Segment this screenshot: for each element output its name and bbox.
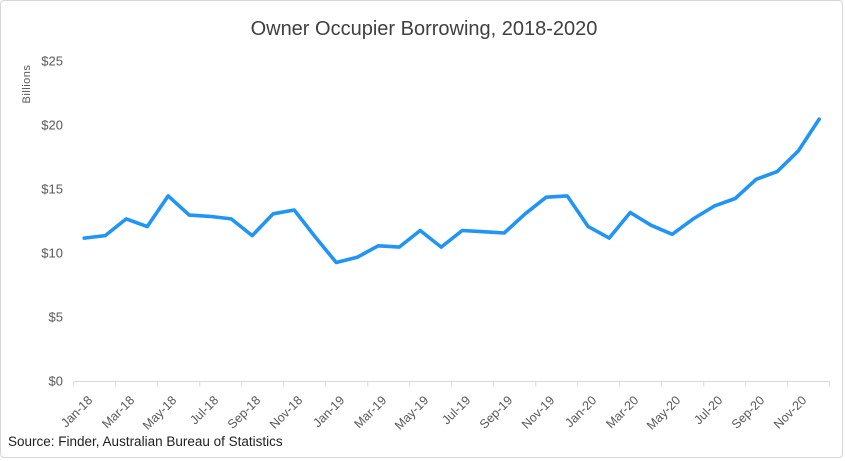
- x-tick-label: Sep-18: [225, 393, 263, 431]
- y-tick-label: $5: [49, 310, 63, 325]
- x-tick-label: Mar-20: [603, 393, 641, 431]
- x-tick-label: Jan-19: [310, 393, 347, 430]
- y-axis-title: Billions: [21, 65, 33, 104]
- x-axis: [73, 381, 831, 387]
- chart-title: Owner Occupier Borrowing, 2018-2020: [251, 18, 598, 40]
- x-tick-label: Jul-19: [439, 393, 473, 427]
- x-tick-label: Jan-18: [58, 393, 95, 430]
- y-tick-label: $20: [41, 118, 63, 133]
- x-tick-label: May-18: [140, 393, 179, 432]
- x-tick-label: Jul-20: [691, 393, 725, 427]
- y-tick-label: $0: [49, 374, 63, 389]
- x-tick-label: Jul-18: [187, 393, 221, 427]
- y-axis-tick-labels: $0 $5 $10 $15 $20 $25: [41, 54, 63, 389]
- y-tick-label: $10: [41, 246, 63, 261]
- x-tick-label: Sep-20: [729, 393, 767, 431]
- y-tick-label: $25: [41, 54, 63, 69]
- data-series-line: [82, 117, 822, 265]
- x-axis-tick-labels: Jan-18 Mar-18 May-18 Jul-18 Sep-18 Nov-18 Jan-…: [58, 393, 809, 432]
- x-tick-label: Mar-19: [351, 393, 389, 431]
- x-tick-label: Sep-19: [477, 393, 515, 431]
- x-tick-label: Nov-20: [771, 393, 809, 431]
- y-tick-label: $15: [41, 182, 63, 197]
- x-tick-label: Mar-18: [99, 393, 137, 431]
- x-tick-label: Jan-20: [562, 393, 599, 430]
- x-tick-label: May-20: [644, 393, 683, 432]
- x-tick-label: Nov-19: [519, 393, 557, 431]
- x-tick-label: Nov-18: [267, 393, 305, 431]
- x-tick-label: May-19: [392, 393, 431, 432]
- source-note: Source: Finder, Australian Bureau of Sta…: [8, 434, 283, 449]
